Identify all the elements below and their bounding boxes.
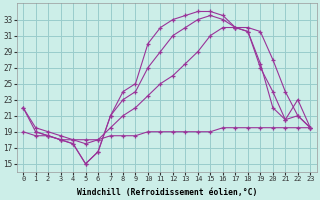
- X-axis label: Windchill (Refroidissement éolien,°C): Windchill (Refroidissement éolien,°C): [76, 188, 257, 197]
